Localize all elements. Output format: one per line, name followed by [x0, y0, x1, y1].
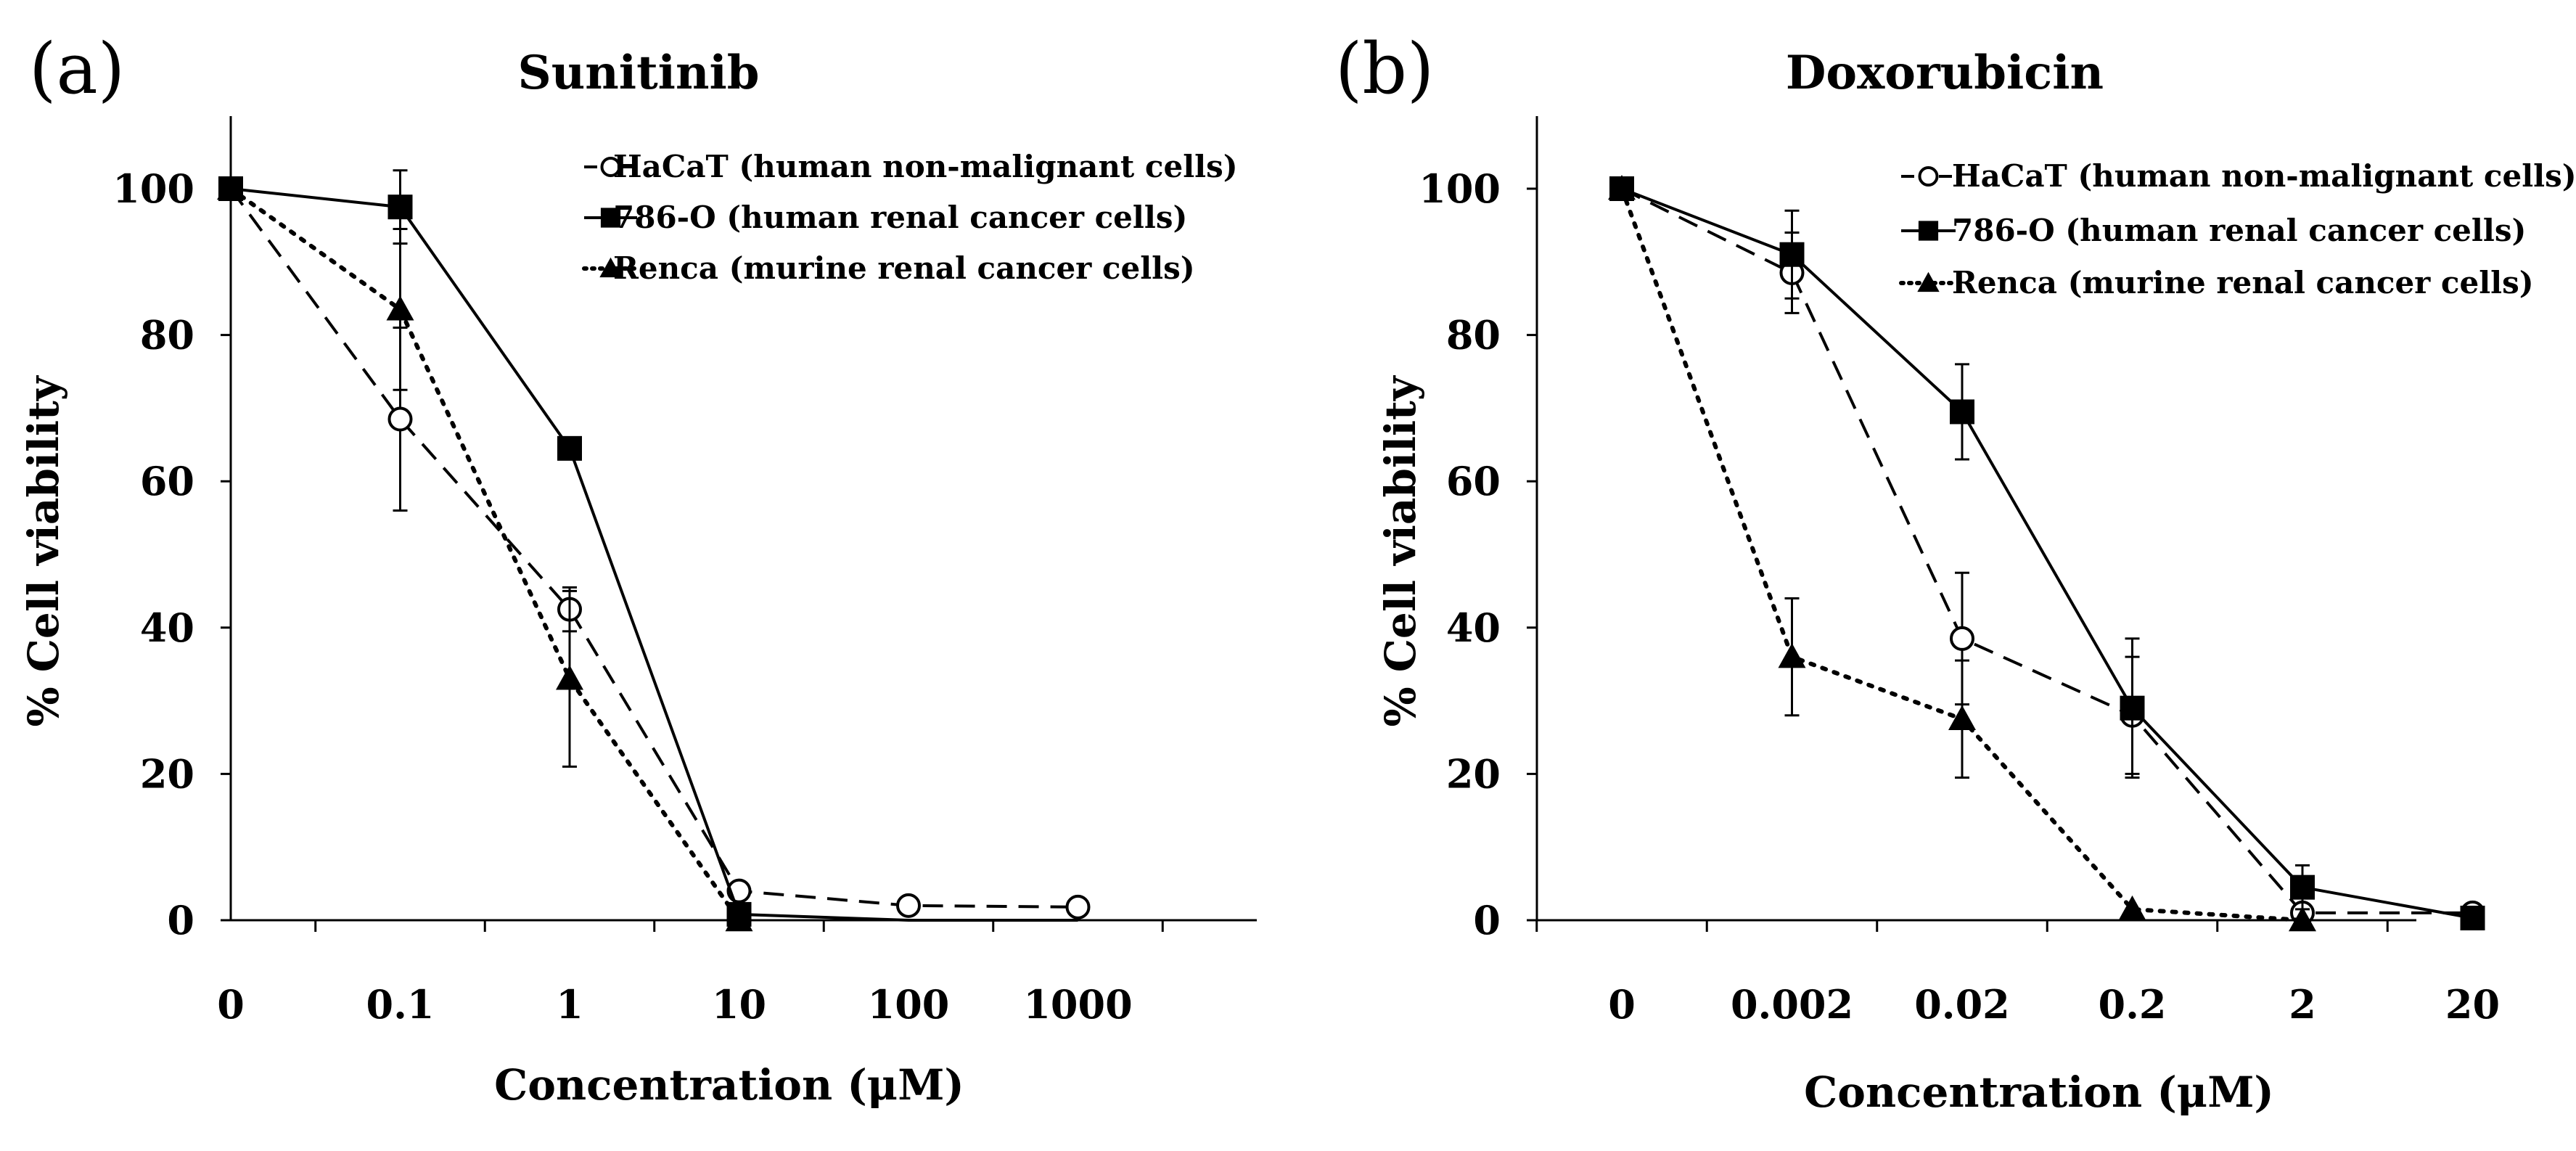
series-line	[230, 187, 1078, 922]
legend-label: Renca (murine renal cancer cells)	[613, 250, 1195, 286]
chart-title: Doxorubicin	[1786, 46, 2104, 100]
marker-filled-triangle	[2289, 906, 2316, 932]
y-tick-label: 60	[140, 458, 194, 504]
x-tick-label: 10	[712, 981, 766, 1028]
marker-filled-square	[1950, 399, 1974, 425]
y-tick-label: 80	[140, 312, 194, 359]
legend: HaCaT (human non-malignant cells) 786-O (…	[582, 149, 1238, 286]
legend-label: HaCaT (human non-malignant cells)	[1952, 158, 2576, 194]
marker-filled-triangle	[599, 257, 622, 278]
marker-open-circle	[600, 157, 621, 177]
y-axis-label: % Cell viability	[1376, 374, 1425, 726]
legend-label: Renca (murine renal cancer cells)	[1952, 265, 2534, 300]
series-line	[229, 187, 1078, 909]
marker-filled-triangle	[1917, 271, 1940, 292]
series-line	[1621, 187, 2473, 919]
panel-label: (a)	[29, 28, 125, 110]
chart-panel-2: (b) Doxorubicin 0 20 40 60 80 100 0 0.002 0.02 0.2 2…	[1335, 28, 2576, 1117]
x-tick-label: 0	[1608, 981, 1636, 1028]
x-tick-label: 0	[217, 981, 245, 1028]
marker-open-circle	[896, 893, 921, 918]
series-open-circle	[218, 176, 1091, 919]
y-tick-label: 0	[167, 897, 194, 943]
legend-label: 786-O (human renal cancer cells)	[613, 200, 1187, 235]
marker-filled-square	[2460, 905, 2485, 930]
y-tick-label: 20	[1446, 750, 1501, 797]
legend-label: 786-O (human renal cancer cells)	[1952, 213, 2526, 248]
x-tick-label: 2	[2289, 981, 2316, 1028]
x-tick-label: 1000	[1023, 981, 1132, 1028]
y-tick-label: 100	[112, 165, 194, 212]
marker-filled-triangle	[217, 175, 245, 200]
x-tick-label: 0.002	[1731, 981, 1853, 1028]
series-filled-triangle	[217, 175, 753, 932]
x-tick-label: 1	[556, 981, 583, 1028]
marker-open-circle	[1065, 894, 1091, 919]
series-line	[1621, 187, 2473, 914]
marker-filled-triangle	[1778, 643, 1806, 668]
marker-filled-square	[1918, 221, 1939, 241]
marker-open-circle	[387, 406, 413, 432]
marker-filled-triangle	[725, 906, 753, 932]
marker-filled-triangle	[386, 295, 414, 321]
marker-filled-square	[557, 435, 582, 461]
x-axis-label: Concentration (μM)	[494, 1060, 964, 1110]
x-tick-label: 0.2	[2099, 981, 2167, 1028]
legend: HaCaT (human non-malignant cells) 786-O (…	[1899, 158, 2576, 300]
x-tick-label: 0.1	[366, 981, 435, 1028]
marker-filled-square	[2120, 695, 2145, 721]
x-tick-label: 100	[868, 981, 950, 1028]
series-line	[229, 187, 742, 922]
y-tick-label: 40	[1446, 605, 1501, 651]
x-tick-label: 20	[2445, 981, 2500, 1028]
panel-label: (b)	[1335, 28, 1434, 110]
marker-open-circle	[1918, 166, 1939, 187]
chart-title: Sunitinib	[517, 46, 759, 100]
x-axis-label: Concentration (μM)	[1804, 1068, 2274, 1117]
marker-filled-triangle	[2118, 895, 2146, 921]
legend-label: HaCaT (human non-malignant cells)	[613, 149, 1238, 184]
y-tick-label: 40	[140, 605, 194, 651]
marker-filled-square	[600, 208, 621, 228]
marker-filled-square	[1779, 242, 1805, 267]
marker-open-circle	[1950, 626, 1974, 651]
marker-filled-triangle	[556, 665, 583, 690]
series-filled-triangle	[1608, 175, 2316, 932]
marker-filled-triangle	[1948, 705, 1976, 730]
marker-filled-triangle	[1608, 175, 1636, 200]
marker-filled-square	[387, 194, 413, 220]
marker-filled-square	[2290, 874, 2315, 900]
y-tick-label: 60	[1446, 458, 1501, 504]
y-tick-label: 20	[140, 750, 194, 797]
y-axis-label: % Cell viability	[19, 374, 68, 726]
y-tick-label: 100	[1419, 165, 1501, 212]
x-tick-label: 0.02	[1914, 981, 2010, 1028]
y-tick-label: 80	[1446, 312, 1501, 359]
y-tick-label: 0	[1473, 897, 1501, 943]
